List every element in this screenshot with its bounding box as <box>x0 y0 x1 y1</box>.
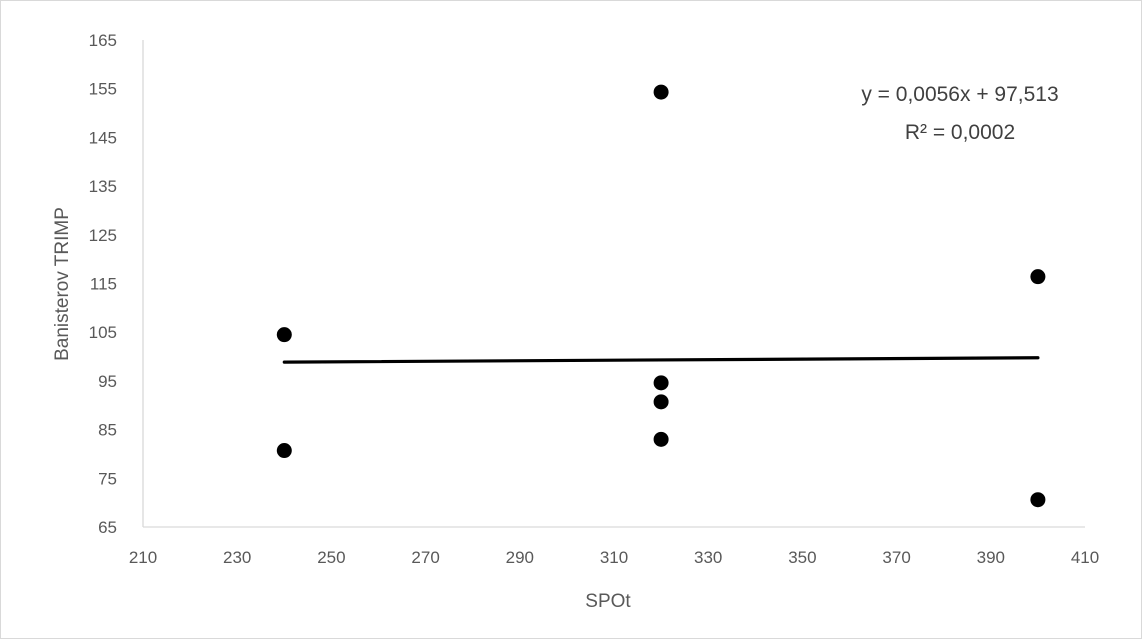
y-tick-labels: 65 75 85 95 105 115 125 135 145 155 165 <box>89 31 117 537</box>
y-tick-label: 95 <box>98 372 117 391</box>
y-tick-label: 135 <box>89 177 117 196</box>
data-point <box>1030 269 1046 285</box>
data-point <box>276 327 292 343</box>
x-tick-label: 270 <box>411 548 439 567</box>
x-tick-label: 250 <box>317 548 345 567</box>
x-axis-title: SPOt <box>585 591 631 612</box>
y-tick-label: 155 <box>89 80 117 99</box>
data-point <box>653 431 669 447</box>
y-axis-title: Banisterov TRIMP <box>52 207 73 361</box>
trendline <box>282 356 1040 364</box>
y-tick-label: 105 <box>89 323 117 342</box>
y-tick-label: 65 <box>98 518 117 537</box>
data-point <box>276 443 292 459</box>
x-tick-label: 310 <box>600 548 628 567</box>
y-tick-label: 75 <box>98 469 117 488</box>
x-tick-label: 390 <box>977 548 1005 567</box>
data-point <box>653 394 669 410</box>
y-tick-label: 125 <box>89 226 117 245</box>
trendline-r-squared: R² = 0,0002 <box>905 121 1015 144</box>
y-tick-label: 115 <box>90 275 117 294</box>
x-tick-label: 330 <box>694 548 722 567</box>
data-point <box>653 375 669 391</box>
x-tick-label: 290 <box>506 548 534 567</box>
y-tick-label: 85 <box>98 421 117 440</box>
x-tick-labels: 210 230 250 270 290 310 330 350 370 390 410 <box>129 548 1099 567</box>
x-tick-label: 210 <box>129 548 157 567</box>
x-tick-label: 230 <box>223 548 251 567</box>
y-tick-label: 145 <box>89 128 117 147</box>
y-tick-label: 165 <box>89 31 117 50</box>
data-point <box>653 84 669 100</box>
data-points <box>276 84 1046 508</box>
x-tick-label: 410 <box>1071 548 1099 567</box>
axes <box>142 40 1085 528</box>
x-tick-label: 350 <box>788 548 816 567</box>
x-tick-label: 370 <box>882 548 910 567</box>
trendline-equation: y = 0,0056x + 97,513 <box>861 83 1058 106</box>
trendline-group <box>282 356 1040 364</box>
data-point <box>1030 492 1046 508</box>
